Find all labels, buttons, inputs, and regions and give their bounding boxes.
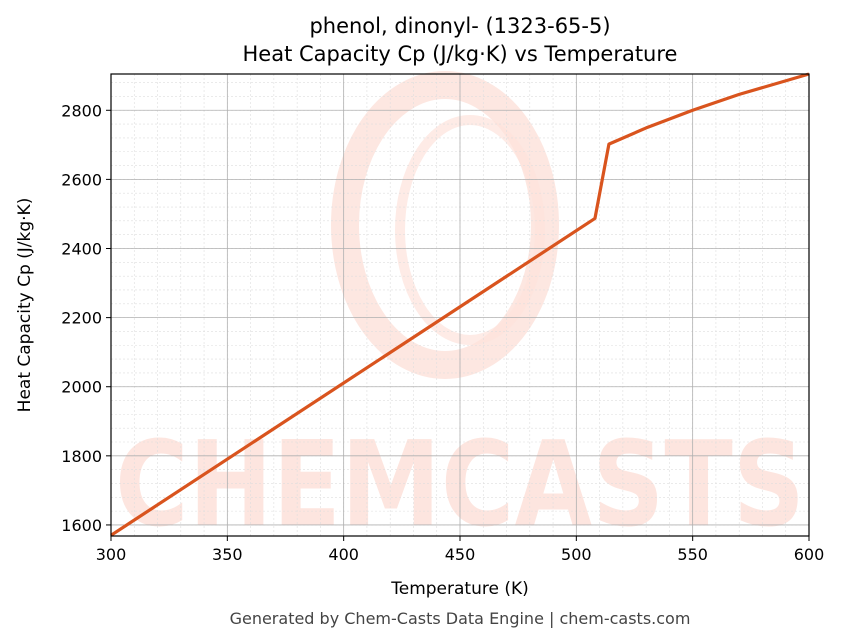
x-axis: 300 350 400 450 500 550 600 [96, 536, 825, 564]
footer-credit: Generated by Chem-Casts Data Engine | ch… [230, 609, 691, 628]
chart-title: phenol, dinonyl- (1323-65-5) [309, 14, 610, 38]
y-axis-label: Heat Capacity Cp (J/kg·K) [15, 198, 35, 413]
y-tick-label: 2200 [61, 309, 102, 328]
x-tick-label: 350 [212, 545, 243, 564]
y-tick-label: 2600 [61, 170, 102, 189]
y-tick-label: 1600 [61, 516, 102, 535]
y-tick-label: 1800 [61, 447, 102, 466]
x-tick-label: 550 [677, 545, 708, 564]
series-line [110, 72, 810, 537]
x-axis-label: Temperature (K) [390, 579, 529, 599]
watermark-logo-icon [331, 71, 559, 379]
x-tick-label: 500 [561, 545, 592, 564]
x-tick-label: 300 [96, 545, 127, 564]
y-axis: 1600 1800 2000 2200 2400 2600 2800 [61, 101, 111, 535]
chart-subtitle: Heat Capacity Cp (J/kg·K) vs Temperature [243, 42, 678, 66]
x-tick-label: 450 [445, 545, 476, 564]
x-tick-label: 400 [328, 545, 359, 564]
y-tick-label: 2800 [61, 101, 102, 120]
y-tick-label: 2400 [61, 240, 102, 259]
x-tick-label: 600 [794, 545, 825, 564]
y-tick-label: 2000 [61, 378, 102, 397]
